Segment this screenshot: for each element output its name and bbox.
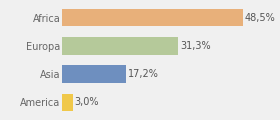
Bar bbox=[62, 9, 243, 26]
Text: 48,5%: 48,5% bbox=[244, 12, 275, 23]
Text: 17,2%: 17,2% bbox=[128, 69, 158, 79]
Text: 3,0%: 3,0% bbox=[75, 97, 99, 108]
Bar bbox=[62, 37, 178, 55]
Bar bbox=[62, 65, 126, 83]
Bar bbox=[62, 94, 73, 111]
Text: 31,3%: 31,3% bbox=[180, 41, 211, 51]
